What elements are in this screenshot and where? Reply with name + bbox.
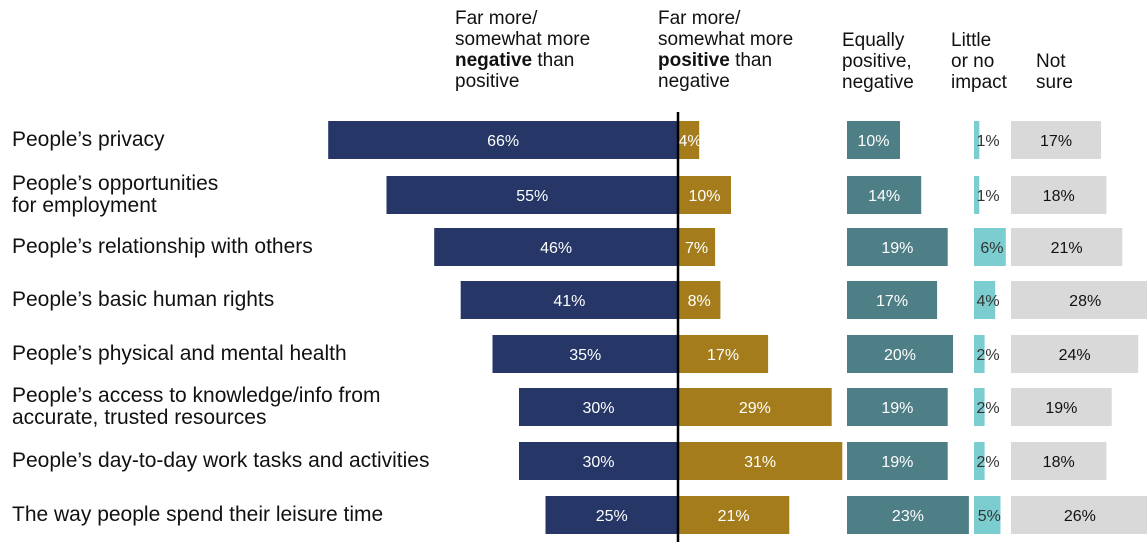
value-label-little-2: 6% — [980, 240, 1003, 257]
column-header-pos: Far more/somewhat more positive than negat… — [658, 8, 794, 92]
bar-notsure-4 — [1011, 335, 1139, 373]
row-label-1: People’s opportunities for employment — [12, 172, 219, 217]
value-label-neg-6: 30% — [582, 454, 614, 471]
bar-neg-1 — [386, 176, 678, 214]
bar-equal-4 — [847, 335, 953, 373]
value-label-neg-0: 66% — [487, 133, 519, 150]
value-label-neg-3: 41% — [553, 293, 585, 310]
column-header-equal: Equally positive, negative — [842, 30, 914, 93]
value-label-neg-1: 55% — [516, 188, 548, 205]
value-label-neg-7: 25% — [596, 508, 628, 525]
bar-neg-4 — [492, 335, 678, 373]
value-label-pos-3: 8% — [688, 293, 711, 310]
row-label-4: People’s physical and mental health — [12, 342, 347, 365]
row-label-3: People’s basic human rights — [12, 288, 275, 311]
bar-notsure-5 — [1011, 388, 1112, 426]
value-label-notsure-0: 17% — [1040, 133, 1072, 150]
value-label-equal-2: 19% — [881, 240, 913, 257]
bar-pos-5 — [678, 388, 832, 426]
value-label-notsure-1: 18% — [1043, 188, 1075, 205]
bar-equal-7 — [847, 496, 969, 534]
bar-little-3 — [974, 281, 996, 319]
value-label-notsure-3: 28% — [1069, 293, 1101, 310]
row-label-6: People’s day-to-day work tasks and activ… — [12, 449, 430, 472]
bar-notsure-3 — [1011, 281, 1147, 319]
bar-little-2 — [974, 228, 1006, 266]
value-label-pos-7: 21% — [718, 508, 750, 525]
column-header-neg: Far more/somewhat more negative than posit… — [455, 8, 591, 92]
value-label-equal-0: 10% — [857, 133, 889, 150]
bar-equal-6 — [847, 442, 948, 480]
value-label-pos-2: 7% — [685, 240, 708, 257]
bar-little-7 — [974, 496, 1001, 534]
bar-neg-0 — [328, 121, 678, 159]
value-label-neg-4: 35% — [569, 347, 601, 364]
bar-little-4 — [974, 335, 985, 373]
bar-little-5 — [974, 388, 985, 426]
bar-pos-1 — [678, 176, 731, 214]
value-label-equal-4: 20% — [884, 347, 916, 364]
value-label-equal-1: 14% — [868, 188, 900, 205]
value-label-little-3: 4% — [976, 293, 999, 310]
value-label-pos-5: 29% — [739, 400, 771, 417]
value-label-equal-3: 17% — [876, 293, 908, 310]
value-label-notsure-6: 18% — [1043, 454, 1075, 471]
row-label-0: People’s privacy — [12, 128, 165, 151]
bar-equal-1 — [847, 176, 922, 214]
value-label-neg-5: 30% — [582, 400, 614, 417]
value-label-pos-4: 17% — [707, 347, 739, 364]
bar-little-0 — [974, 121, 980, 159]
value-label-little-0: 1% — [976, 133, 999, 150]
value-label-notsure-7: 26% — [1064, 508, 1096, 525]
bar-pos-2 — [678, 228, 716, 266]
row-label-5: People’s access to knowledge/info from ac… — [12, 384, 381, 429]
bar-neg-5 — [519, 388, 678, 426]
bar-pos-3 — [678, 281, 721, 319]
value-label-neg-2: 46% — [540, 240, 572, 257]
value-label-little-1: 1% — [976, 188, 999, 205]
value-label-pos-1: 10% — [688, 188, 720, 205]
bar-equal-2 — [847, 228, 948, 266]
bar-pos-7 — [678, 496, 790, 534]
row-label-7: The way people spend their leisure time — [12, 503, 384, 526]
value-label-notsure-2: 21% — [1051, 240, 1083, 257]
bar-notsure-0 — [1011, 121, 1102, 159]
value-label-little-6: 2% — [976, 454, 999, 471]
bar-notsure-7 — [1011, 496, 1147, 534]
value-label-pos-0: 4% — [678, 133, 701, 150]
bar-notsure-2 — [1011, 228, 1123, 266]
value-label-little-4: 2% — [976, 347, 999, 364]
bar-pos-6 — [678, 442, 843, 480]
value-label-equal-5: 19% — [881, 400, 913, 417]
bar-notsure-1 — [1011, 176, 1107, 214]
bar-notsure-6 — [1011, 442, 1107, 480]
value-label-equal-6: 19% — [881, 454, 913, 471]
bar-little-6 — [974, 442, 985, 480]
bar-little-1 — [974, 176, 980, 214]
value-label-pos-6: 31% — [744, 454, 776, 471]
bar-equal-0 — [847, 121, 900, 159]
value-label-little-5: 2% — [976, 400, 999, 417]
column-header-notsure: Not sure — [1036, 51, 1073, 93]
bar-equal-5 — [847, 388, 948, 426]
bar-pos-4 — [678, 335, 769, 373]
bar-neg-2 — [434, 228, 678, 266]
value-label-notsure-5: 19% — [1045, 400, 1077, 417]
column-header-little: Little or no impact — [951, 30, 1007, 93]
bar-pos-0 — [678, 121, 700, 159]
bar-neg-7 — [545, 496, 678, 534]
bar-equal-3 — [847, 281, 938, 319]
bar-neg-6 — [519, 442, 678, 480]
value-label-notsure-4: 24% — [1059, 347, 1091, 364]
value-label-little-7: 5% — [978, 508, 1001, 525]
row-label-2: People’s relationship with others — [12, 235, 313, 258]
bar-neg-3 — [460, 281, 678, 319]
value-label-equal-7: 23% — [892, 508, 924, 525]
